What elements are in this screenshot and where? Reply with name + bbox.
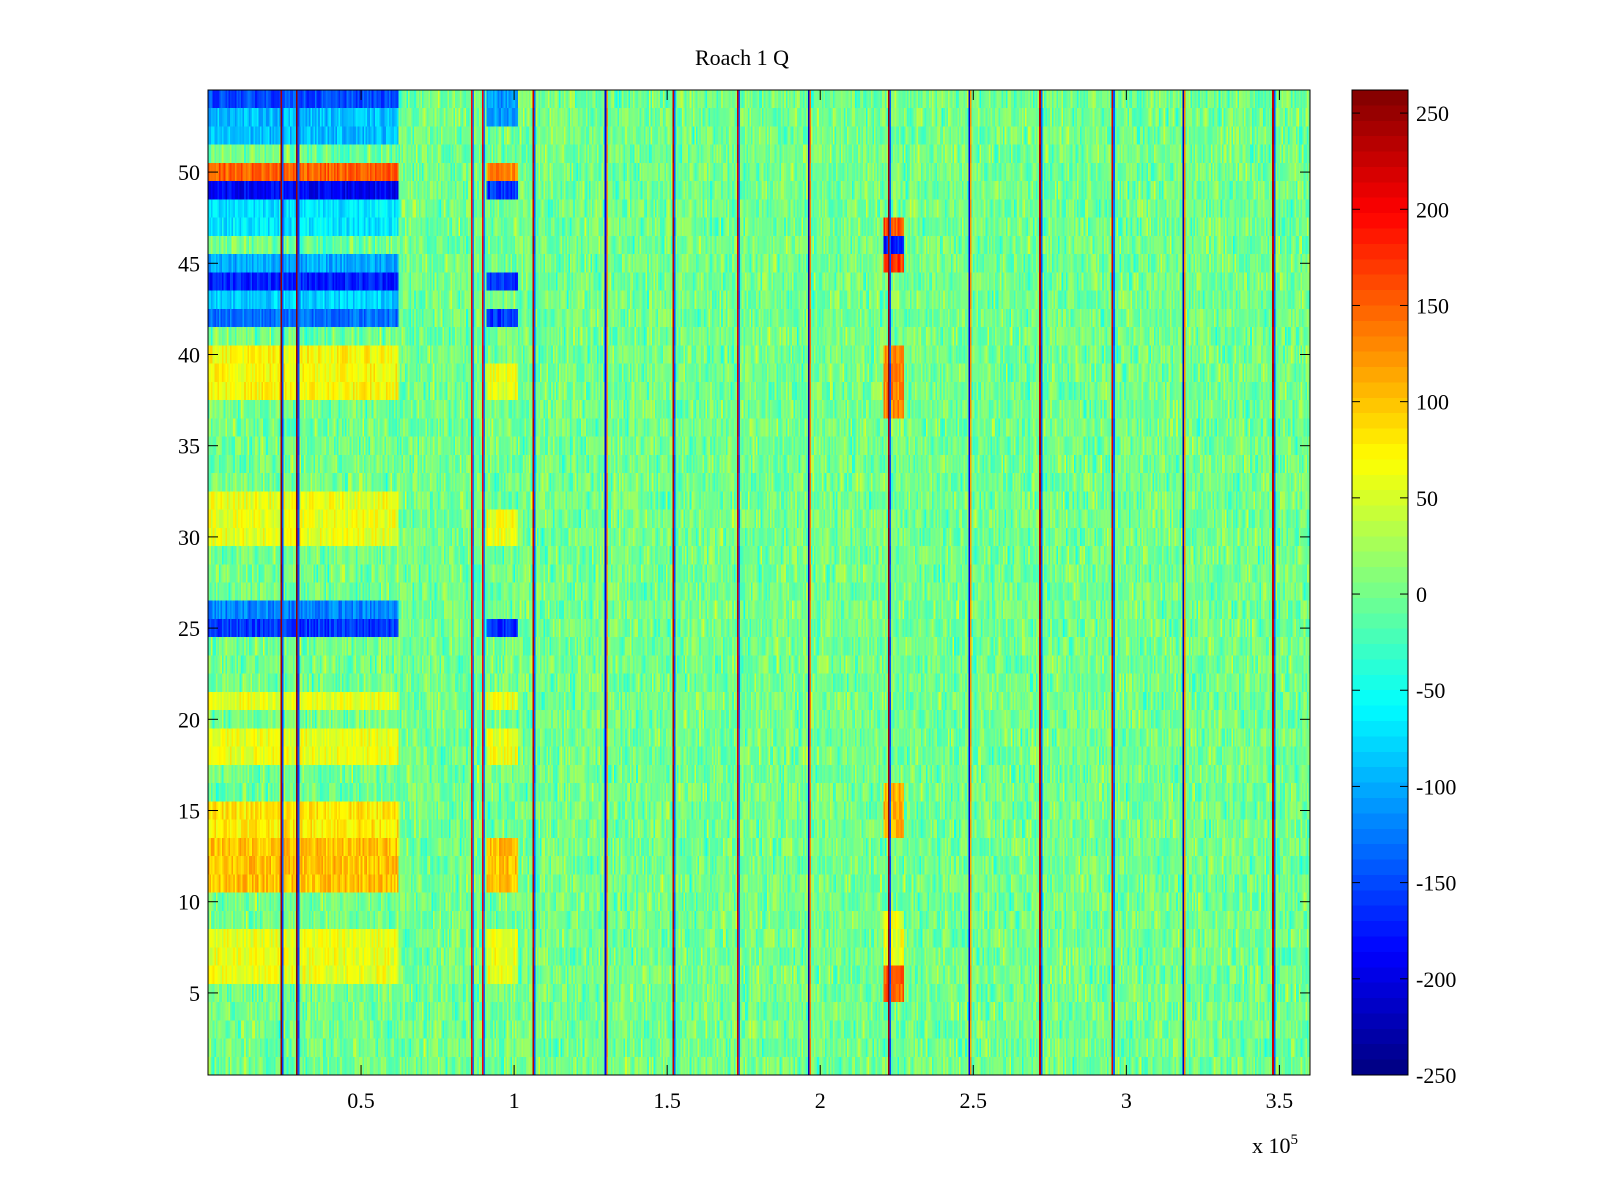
x-tick: 3: [1121, 90, 1132, 1113]
colorbar-tick-label: 200: [1416, 197, 1449, 222]
heatmap-image: [208, 90, 1310, 1075]
x-tick-label: 1.5: [653, 1088, 681, 1113]
colorbar-tick: -200: [1352, 967, 1456, 992]
chart-title: Roach 1 Q: [695, 45, 789, 70]
colorbar-tick: -100: [1352, 774, 1456, 799]
x-tick-label: 2.5: [960, 1088, 988, 1113]
colorbar-tick: 250: [1352, 101, 1449, 126]
y-tick-label: 15: [178, 799, 200, 824]
colorbar-tick: 50: [1352, 486, 1438, 511]
svg-text:x 105: x 105: [1252, 1132, 1298, 1158]
x-tick: 0.5: [347, 90, 375, 1113]
colorbar-tick: 100: [1352, 390, 1449, 415]
x-exponent-base: x 10: [1252, 1133, 1291, 1158]
y-tick: 20: [178, 707, 1310, 732]
y-tick-label: 30: [178, 525, 200, 550]
x-tick: 1.5: [653, 90, 681, 1113]
colorbar-frame: [1351, 89, 1409, 1076]
colorbar-tick-label: -200: [1416, 967, 1456, 992]
y-tick: 45: [178, 251, 1310, 276]
x-tick-label: 0.5: [347, 1088, 375, 1113]
colorbar-tick: 0: [1352, 582, 1427, 607]
colorbar-tick-label: -250: [1416, 1063, 1456, 1088]
colorbar-tick: -50: [1352, 678, 1445, 703]
colorbar-tick: 200: [1352, 197, 1449, 222]
colorbar-tick-label: -50: [1416, 678, 1445, 703]
y-tick-label: 35: [178, 434, 200, 459]
y-tick: 40: [178, 342, 1310, 367]
y-tick-label: 40: [178, 342, 200, 367]
y-tick-label: 5: [189, 981, 200, 1006]
y-tick: 30: [178, 525, 1310, 550]
colorbar-gradient: [1352, 90, 1408, 1075]
x-axis-exponent-label: x 105: [1252, 1132, 1298, 1158]
x-tick: 1: [509, 90, 520, 1113]
y-tick-label: 50: [178, 160, 200, 185]
x-tick-label: 3: [1121, 1088, 1132, 1113]
colorbar-tick-label: -100: [1416, 774, 1456, 799]
y-axis: 5 10 15 20 25 30 35 40 45 50: [178, 160, 1310, 1006]
x-exponent-power: 5: [1291, 1132, 1299, 1148]
colorbar-tick: -250: [1352, 1063, 1456, 1088]
colorbar: 250 200 150 100 50 0 -50 -100 -150 -200 -250: [1351, 89, 1456, 1088]
colorbar-tick: 150: [1352, 293, 1449, 318]
x-tick-label: 3.5: [1266, 1088, 1294, 1113]
x-axis: 0.5 1 1.5 2 2.5 3 3.5: [347, 90, 1293, 1113]
colorbar-tick-label: -150: [1416, 871, 1456, 896]
y-tick-label: 10: [178, 890, 200, 915]
y-tick-label: 20: [178, 707, 200, 732]
x-tick-label: 1: [509, 1088, 520, 1113]
y-tick: 50: [178, 160, 1310, 185]
colorbar-tick: -150: [1352, 871, 1456, 896]
y-tick-label: 25: [178, 616, 200, 641]
x-tick: 2: [815, 90, 826, 1113]
colorbar-tick-label: 50: [1416, 486, 1438, 511]
x-tick: 3.5: [1266, 90, 1294, 1113]
x-tick-label: 2: [815, 1088, 826, 1113]
colorbar-tick-label: 100: [1416, 390, 1449, 415]
colorbar-tick-label: 150: [1416, 293, 1449, 318]
colorbar-tick-label: 250: [1416, 101, 1449, 126]
colorbar-tick-label: 0: [1416, 582, 1427, 607]
y-tick: 25: [178, 616, 1310, 641]
y-tick: 35: [178, 434, 1310, 459]
y-tick: 15: [178, 799, 1310, 824]
plot-area: [207, 89, 1311, 1076]
plot-frame: [207, 89, 1311, 1076]
x-tick: 2.5: [960, 90, 988, 1113]
y-tick: 5: [189, 981, 1310, 1006]
colorbar-ticks: 250 200 150 100 50 0 -50 -100 -150 -200 -250: [1352, 101, 1456, 1088]
y-tick: 10: [178, 890, 1310, 915]
y-tick-label: 45: [178, 251, 200, 276]
